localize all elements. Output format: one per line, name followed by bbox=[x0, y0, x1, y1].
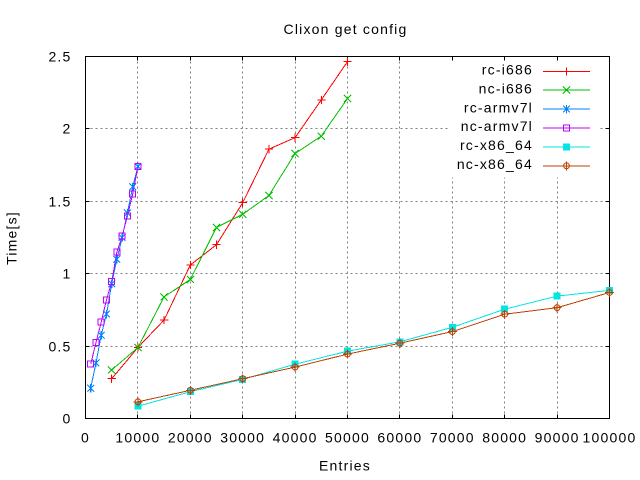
svg-text:nc-i686: nc-i686 bbox=[479, 80, 533, 96]
svg-text:0.5: 0.5 bbox=[48, 339, 71, 355]
svg-text:80000: 80000 bbox=[482, 430, 527, 446]
svg-text:1: 1 bbox=[63, 266, 72, 282]
svg-text:nc-x86_64: nc-x86_64 bbox=[457, 156, 533, 172]
svg-text:Entries: Entries bbox=[319, 458, 371, 474]
svg-text:30000: 30000 bbox=[220, 430, 265, 446]
svg-text:60000: 60000 bbox=[377, 430, 422, 446]
svg-text:0: 0 bbox=[81, 430, 90, 446]
svg-text:Time[s]: Time[s] bbox=[4, 211, 20, 265]
svg-text:2.5: 2.5 bbox=[48, 49, 71, 65]
svg-text:90000: 90000 bbox=[535, 430, 580, 446]
svg-text:2: 2 bbox=[63, 121, 72, 137]
svg-text:40000: 40000 bbox=[273, 430, 318, 446]
svg-text:rc-armv7l: rc-armv7l bbox=[464, 99, 533, 115]
svg-text:100000: 100000 bbox=[583, 430, 637, 446]
svg-text:1.5: 1.5 bbox=[48, 194, 71, 210]
svg-text:rc-i686: rc-i686 bbox=[482, 62, 533, 78]
svg-text:10000: 10000 bbox=[115, 430, 160, 446]
svg-text:Clixon get config: Clixon get config bbox=[284, 21, 408, 37]
svg-text:nc-armv7l: nc-armv7l bbox=[461, 118, 533, 134]
svg-text:0: 0 bbox=[63, 411, 72, 427]
svg-text:rc-x86_64: rc-x86_64 bbox=[460, 137, 533, 153]
svg-text:20000: 20000 bbox=[168, 430, 213, 446]
svg-text:70000: 70000 bbox=[430, 430, 475, 446]
svg-text:50000: 50000 bbox=[325, 430, 370, 446]
